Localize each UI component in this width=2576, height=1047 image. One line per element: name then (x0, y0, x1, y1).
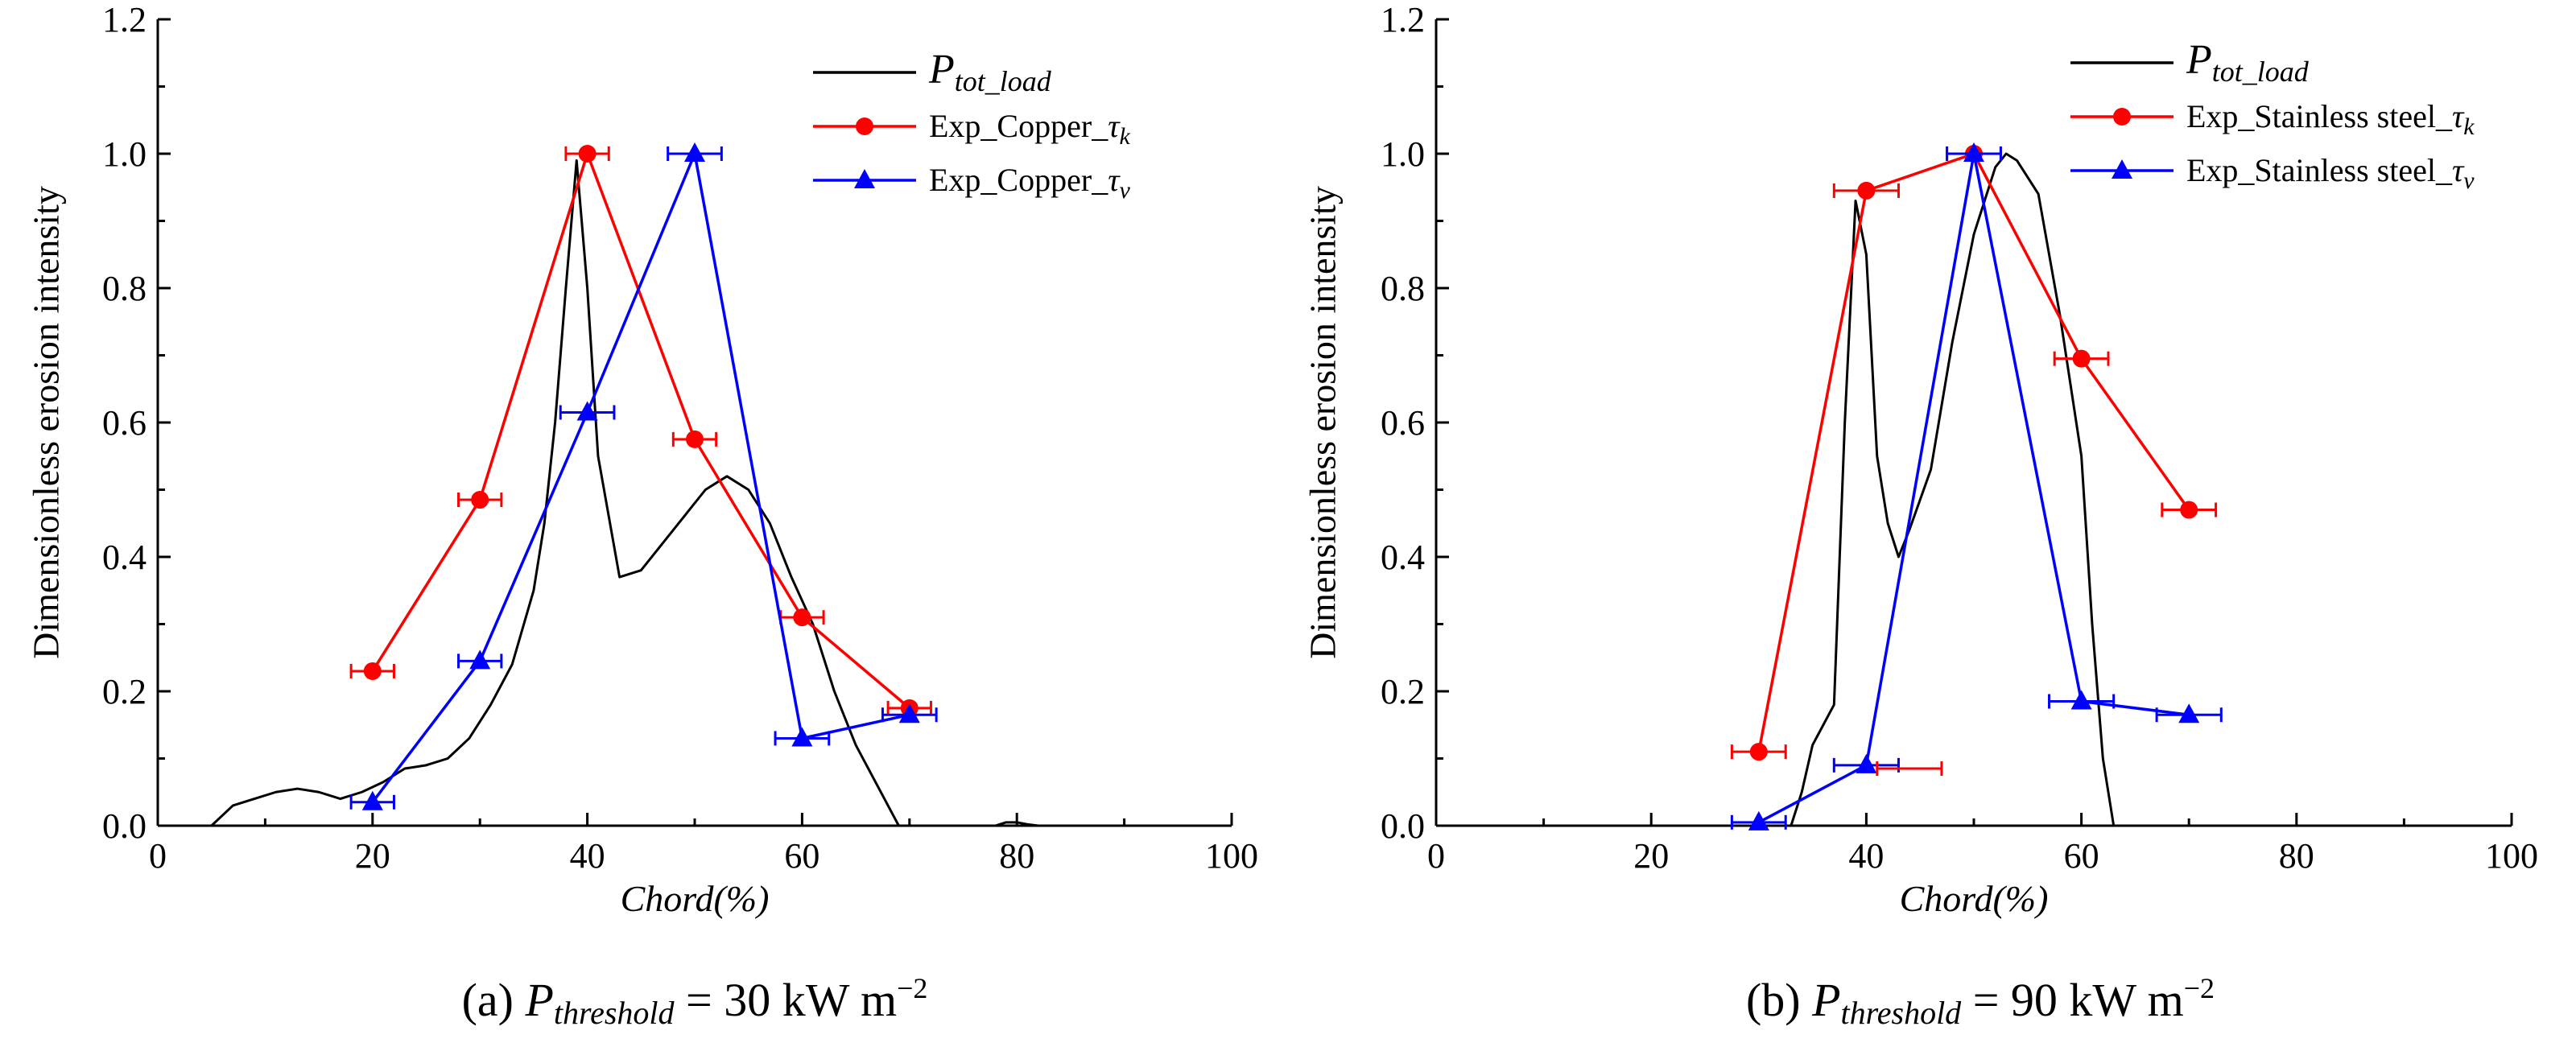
legend-marker (854, 169, 875, 188)
data-point (2072, 349, 2091, 368)
data-point (684, 142, 705, 162)
x-tick-label: 60 (2064, 836, 2099, 876)
data-point (1748, 810, 1769, 831)
x-tick-label: 0 (149, 836, 167, 876)
data-point (1856, 753, 1877, 773)
y-tick-label: 0.6 (102, 403, 147, 443)
x-tick-label: 0 (1427, 836, 1445, 876)
data-point (471, 491, 489, 509)
y-axis-title: Dimensionless erosion intensity (26, 186, 67, 659)
y-tick-label: 1.0 (1381, 134, 1425, 174)
legend-marker (2112, 159, 2132, 179)
series-line (210, 159, 1039, 827)
series-line (1757, 152, 2190, 752)
panel-caption: (a) Pthreshold = 30 kW m−2 (462, 972, 928, 1031)
data-point (469, 649, 491, 670)
data-point (363, 662, 382, 680)
y-tick-label: 0.6 (1381, 403, 1425, 443)
data-point (793, 608, 811, 627)
y-tick-label: 0.8 (102, 269, 147, 308)
x-tick-label: 100 (1205, 836, 1258, 876)
x-tick-label: 20 (1633, 836, 1669, 876)
x-tick-label: 80 (999, 836, 1034, 876)
y-axis-title: Dimensionless erosion intensity (1302, 186, 1344, 659)
y-tick-label: 0.8 (1381, 269, 1425, 308)
data-point (898, 703, 920, 723)
legend-label: Exp_Copper_τk (929, 108, 1131, 150)
data-point (2180, 501, 2198, 519)
x-tick-label: 40 (570, 836, 605, 876)
legend-label: Exp_Stainless steel_τv (2186, 152, 2475, 194)
x-tick-label: 20 (355, 836, 390, 876)
x-tick-label: 40 (1848, 836, 1884, 876)
data-point (1857, 181, 1876, 200)
data-point (1749, 743, 1768, 761)
y-tick-label: 0.0 (102, 806, 147, 846)
y-tick-label: 0.4 (102, 538, 147, 577)
y-tick-label: 0.2 (1381, 672, 1425, 711)
series-line (371, 152, 910, 710)
y-tick-label: 0.2 (102, 672, 147, 711)
x-tick-label: 60 (784, 836, 819, 876)
data-point (2178, 703, 2200, 723)
y-tick-label: 0.0 (1381, 806, 1425, 846)
legend-label: Exp_Copper_τv (929, 162, 1131, 204)
data-point (578, 145, 597, 163)
series-line (1790, 152, 2116, 826)
data-point (1963, 142, 1984, 162)
legend-label: Ptot_load (928, 47, 1052, 97)
data-point (361, 790, 383, 810)
x-tick-label: 100 (2485, 836, 2538, 876)
series-line (371, 152, 910, 803)
y-tick-label: 1.2 (102, 0, 147, 39)
legend-marker (856, 117, 873, 135)
x-axis-title: Chord(%) (1900, 878, 2049, 919)
series-line (1757, 152, 2190, 824)
data-point (686, 430, 704, 448)
x-axis-title: Chord(%) (621, 878, 770, 919)
legend-label: Ptot_load (2186, 37, 2310, 88)
data-point (2070, 690, 2092, 710)
data-point (576, 401, 598, 421)
y-tick-label: 1.0 (102, 134, 147, 174)
panel-caption: (b) Pthreshold = 90 kW m−2 (1746, 972, 2215, 1031)
data-point (791, 727, 813, 747)
panel-b: 0 20 40 60 80 100 0.0 0.2 0.4 0.6 0.8 1.0 1.2 Chord(%… (1302, 0, 2538, 1031)
legend-label: Exp_Stainless steel_τk (2186, 98, 2475, 140)
x-tick-label: 80 (2279, 836, 2314, 876)
y-tick-label: 1.2 (1381, 0, 1425, 39)
panel-a: 0 20 40 60 80 100 0.0 0.2 0.4 0.6 0.8 1.0 1.2 Chord(%… (26, 0, 1258, 1031)
y-tick-label: 0.4 (1381, 538, 1425, 577)
legend-marker (2113, 108, 2131, 126)
